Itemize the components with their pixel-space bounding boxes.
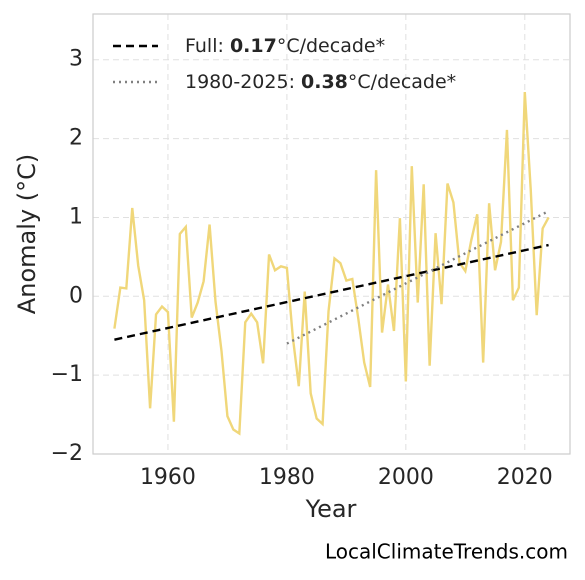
- y-tick-label: 3: [69, 47, 83, 72]
- series-line: [114, 243, 549, 341]
- legend-suffix: °C/decade*: [348, 71, 456, 93]
- legend-prefix: Full:: [185, 35, 230, 57]
- x-tick-label: 2000: [378, 465, 434, 490]
- grid: [93, 14, 570, 455]
- series-line: [286, 210, 550, 345]
- x-tick-label: 1960: [140, 465, 196, 490]
- legend-suffix: °C/decade*: [277, 35, 385, 57]
- x-tick-label: 1980: [259, 465, 315, 490]
- x-axis-label: Year: [305, 495, 357, 523]
- y-tick-label: 2: [69, 126, 83, 151]
- plot-frame: [92, 13, 571, 455]
- legend-label: Full: 0.17°C/decade*: [185, 35, 385, 57]
- series-line: [113, 91, 550, 436]
- legend-rate: 0.17: [230, 35, 277, 57]
- y-axis-label: Anomaly (°C): [13, 154, 41, 314]
- x-tick-label: 2020: [497, 465, 553, 490]
- legend-label: 1980-2025: 0.38°C/decade*: [185, 71, 456, 93]
- y-tick-label: 0: [69, 283, 83, 308]
- legend-rate: 0.38: [301, 71, 348, 93]
- legend-prefix: 1980-2025:: [185, 71, 301, 93]
- footer: LocalClimateTrends.com: [325, 540, 568, 564]
- y-tick-label: 1: [69, 204, 83, 229]
- y-tick-label: −1: [51, 362, 83, 387]
- y-tick-label: −2: [51, 441, 83, 466]
